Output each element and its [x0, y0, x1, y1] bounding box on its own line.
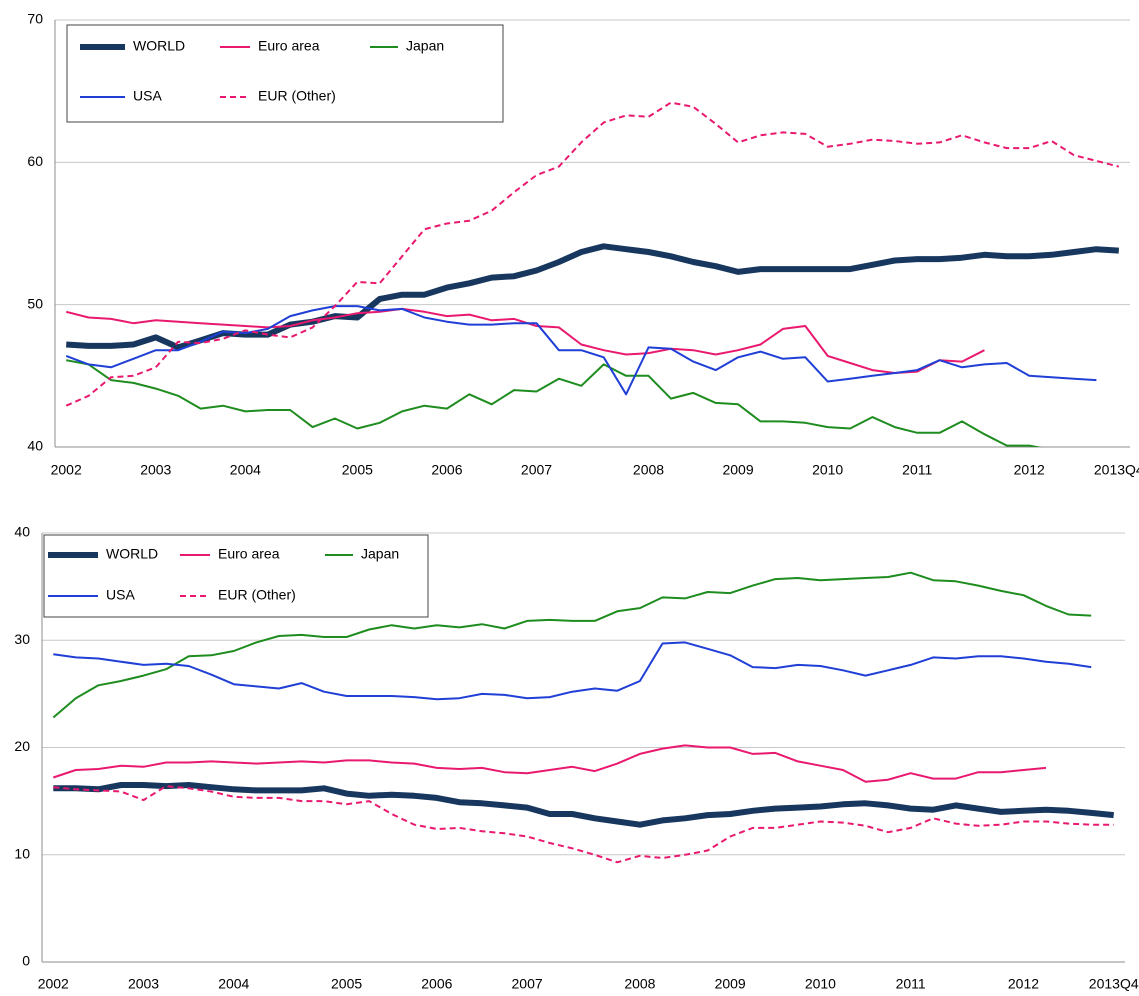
legend: WORLD Euro area Japan USA EUR (Other) [43, 534, 429, 618]
x-tick-label: 2007 [512, 976, 543, 992]
y-tick-label: 40 [27, 438, 43, 454]
x-tick-label: 2004 [230, 462, 261, 478]
legend-label: USA [106, 587, 135, 603]
x-tick-label: 2006 [431, 462, 462, 478]
y-tick-label: 10 [14, 845, 30, 861]
series-line [52, 571, 1092, 719]
series-line [66, 359, 1043, 447]
legend-box [43, 534, 429, 618]
x-tick-label: 2005 [331, 976, 362, 992]
y-tick-label: 50 [27, 295, 43, 311]
x-tick-label: 2008 [633, 462, 664, 478]
series-line [53, 782, 1114, 828]
legend: WORLD Euro area Japan USA EUR (Other) [66, 24, 504, 123]
series-line [65, 101, 1120, 407]
y-tick-label: 0 [22, 953, 30, 969]
legend-box [66, 24, 504, 123]
legend-label: USA [133, 88, 162, 104]
x-tick-label: 2005 [342, 462, 373, 478]
legend-label: EUR (Other) [258, 88, 336, 104]
x-tick-label: 2011 [896, 976, 926, 992]
y-tick-label: 40 [14, 524, 30, 540]
x-tick-label: 2013Q4 [1094, 462, 1139, 478]
x-tick-label: 2003 [128, 976, 159, 992]
series-line [53, 641, 1092, 701]
x-tick-label: 2004 [218, 976, 249, 992]
y-tick-label: 70 [27, 11, 43, 27]
x-tick-label: 2013Q4 [1089, 976, 1139, 992]
x-tick-label: 2009 [722, 462, 753, 478]
x-tick-label: 2002 [38, 976, 69, 992]
x-tick-label: 2011 [902, 462, 932, 478]
series-line [65, 305, 1097, 396]
x-tick-label: 2010 [805, 976, 836, 992]
series-line [53, 785, 1114, 864]
legend-label: Euro area [258, 38, 320, 54]
x-tick-label: 2012 [1014, 462, 1045, 478]
legend-label: Japan [361, 546, 399, 562]
x-tick-label: 2002 [51, 462, 82, 478]
chart: 40 50 60 70 2002 2003 2004 2005 2006 2007 2008 2009… [27, 11, 1139, 478]
legend-label: WORLD [133, 38, 185, 54]
chart: 0 10 20 30 40 2002 2003 2004 2005 2006 2007 2008 200… [14, 524, 1138, 992]
plot-area [52, 571, 1114, 864]
x-tick-label: 2010 [812, 462, 843, 478]
legend-label: Euro area [218, 546, 280, 562]
y-tick-label: 60 [27, 153, 43, 169]
x-tick-label: 2009 [715, 976, 746, 992]
series-line [66, 243, 1119, 351]
legend-label: WORLD [106, 546, 158, 562]
legend-label: Japan [406, 38, 444, 54]
y-tick-label: 20 [14, 738, 30, 754]
x-tick-label: 2003 [140, 462, 171, 478]
y-tick-label: 30 [14, 631, 30, 647]
x-tick-label: 2012 [1008, 976, 1039, 992]
series-line [52, 744, 1047, 783]
x-tick-label: 2008 [624, 976, 655, 992]
x-tick-label: 2006 [421, 976, 452, 992]
legend-label: EUR (Other) [218, 587, 296, 603]
plot-area [65, 101, 1120, 447]
x-tick-label: 2007 [521, 462, 552, 478]
